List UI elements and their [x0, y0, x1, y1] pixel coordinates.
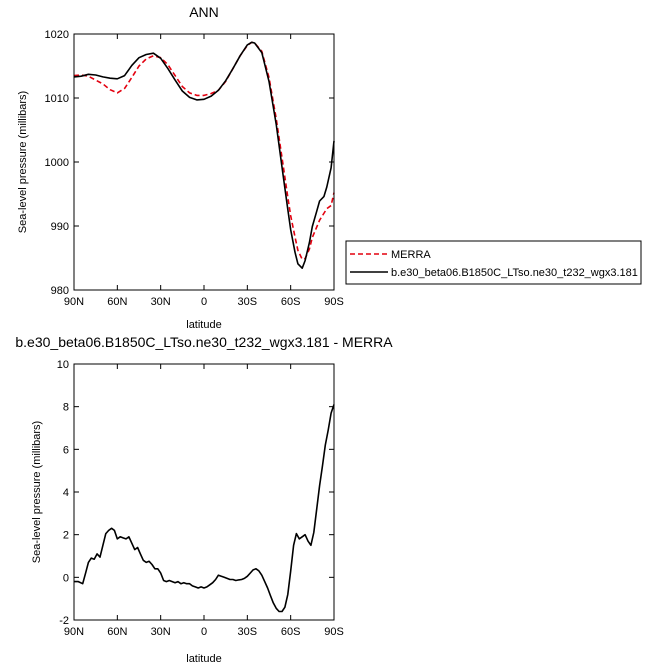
bottom-x-tick-label: 30N	[151, 626, 171, 638]
bottom-chart-title: b.e30_beta06.B1850C_LTso.ne30_t232_wgx3.…	[15, 334, 393, 350]
top-y-tick-label: 980	[51, 285, 69, 297]
top-plot-frame	[73, 33, 335, 291]
legend-model-label: b.e30_beta06.B1850C_LTso.ne30_t232_wgx3.…	[391, 267, 638, 279]
bottom-x-tick-label: 90S	[324, 626, 344, 638]
top-x-tick-label: 90N	[64, 296, 84, 308]
bottom-x-tick-label: 60N	[107, 626, 127, 638]
bottom-plot-layer: 90N 60N 30N 0 30S 60S 90S -2 0 2 4 6 8 10	[57, 359, 344, 638]
top-x-axis-label: latitude	[186, 319, 221, 331]
bottom-y-tick-label: 10	[57, 359, 69, 371]
bottom-x-tick-label: 30S	[238, 626, 258, 638]
bottom-y-tick-label: 0	[63, 572, 69, 584]
top-x-tick-label: 30N	[151, 296, 171, 308]
top-series-line-merra	[73, 41, 335, 261]
bottom-y-tick-label: 6	[63, 444, 69, 456]
bottom-x-tick-label: 90N	[64, 626, 84, 638]
top-x-tick-label: 0	[201, 296, 207, 308]
top-y-tick-label: 1020	[45, 29, 69, 41]
top-plot-layer: 90N 60N 30N 0 30S 60S 90S 980 990 1000 1010 1020	[45, 29, 344, 308]
top-x-tick-label: 30S	[238, 296, 258, 308]
bottom-plot-frame	[73, 363, 335, 621]
top-y-tick-label: 1010	[45, 93, 69, 105]
bottom-series-line-model	[74, 404, 335, 613]
top-chart-title: ANN	[189, 4, 219, 20]
top-chart: ANN 90N 60N 30N 0 30S 60S 90S 980 990 1000 1010 102…	[17, 4, 344, 331]
bottom-y-axis-label: Sea-level pressure (millibars)	[31, 421, 43, 563]
top-x-tick-label: 90S	[324, 296, 344, 308]
legend-box	[345, 240, 642, 285]
legend: MERRA b.e30_beta06.B1850C_LTso.ne30_t232…	[345, 240, 642, 285]
top-x-tick-label: 60S	[281, 296, 301, 308]
top-x-tick-label: 60N	[107, 296, 127, 308]
bottom-x-tick-label: 60S	[281, 626, 301, 638]
top-series-line-model	[73, 41, 335, 270]
legend-merra-label: MERRA	[391, 249, 431, 261]
bottom-y-tick-label: 4	[63, 487, 69, 499]
bottom-y-tick-label: 2	[63, 530, 69, 542]
bottom-x-tick-label: 0	[201, 626, 207, 638]
bottom-chart: b.e30_beta06.B1850C_LTso.ne30_t232_wgx3.…	[15, 334, 393, 665]
top-y-tick-label: 990	[51, 221, 69, 233]
bottom-x-axis-label: latitude	[186, 653, 221, 665]
top-y-axis-label: Sea-level pressure (millibars)	[17, 91, 29, 233]
top-y-tick-label: 1000	[45, 157, 69, 169]
bottom-y-tick-label: -2	[59, 615, 69, 627]
bottom-y-tick-label: 8	[63, 402, 69, 414]
